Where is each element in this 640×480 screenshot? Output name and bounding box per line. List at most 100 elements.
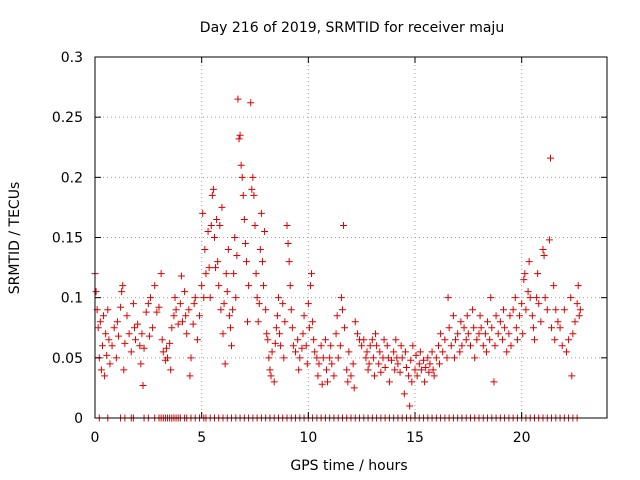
data-point: [187, 354, 195, 362]
data-point: [391, 366, 399, 374]
y-tick-label: 0.1: [61, 291, 83, 307]
data-point: [322, 366, 330, 374]
grid-lines: [95, 57, 607, 418]
data-point: [362, 354, 370, 362]
data-point: [556, 324, 564, 332]
data-point: [231, 234, 239, 241]
data-point: [366, 342, 374, 350]
data-point: [477, 324, 485, 332]
data-point: [503, 348, 511, 356]
data-point: [548, 324, 556, 332]
data-point: [519, 330, 527, 338]
data-point: [306, 282, 314, 290]
data-point: [428, 348, 436, 356]
data-point: [417, 366, 425, 374]
data-point: [345, 348, 353, 356]
data-point: [562, 348, 570, 356]
data-point: [204, 227, 212, 235]
data-point: [241, 240, 249, 248]
data-point: [244, 318, 252, 326]
x-tick-label: 15: [406, 430, 424, 446]
data-point: [303, 360, 311, 368]
data-point: [432, 354, 440, 362]
data-point: [281, 318, 289, 326]
data-point: [524, 288, 532, 296]
data-point: [358, 342, 366, 350]
data-point: [283, 221, 291, 229]
data-point: [270, 378, 278, 386]
data-point: [344, 378, 352, 386]
axis-ticks: 0 0.05 0.1 0.15 0.2 0.25 0.3 0 5 10 15 20: [52, 50, 607, 446]
data-point: [193, 336, 201, 344]
data-point: [363, 348, 371, 356]
data-point: [479, 342, 487, 350]
data-point: [120, 366, 128, 374]
data-point: [223, 288, 231, 296]
data-point: [219, 330, 227, 338]
data-point: [159, 348, 167, 356]
data-point: [375, 360, 383, 368]
data-point: [302, 342, 310, 350]
data-point: [372, 330, 380, 338]
data-point: [214, 258, 222, 266]
data-point: [341, 324, 349, 332]
data-point: [102, 330, 110, 338]
data-point: [209, 185, 217, 193]
data-point: [394, 360, 402, 368]
data-point: [218, 203, 226, 211]
data-point: [397, 342, 405, 350]
data-point: [314, 372, 322, 380]
data-point: [336, 342, 344, 350]
data-point: [471, 354, 479, 362]
data-point: [265, 354, 273, 362]
data-point: [272, 324, 280, 332]
data-point: [216, 221, 224, 229]
data-point: [340, 221, 348, 229]
data-point: [267, 372, 275, 380]
data-point: [289, 342, 297, 350]
data-point: [405, 372, 413, 380]
data-point: [546, 154, 554, 162]
data-point: [492, 312, 500, 320]
data-point: [558, 342, 566, 350]
data-point: [398, 354, 406, 362]
data-point: [313, 354, 321, 362]
data-point: [463, 312, 471, 320]
data-point: [158, 336, 166, 344]
data-point: [234, 95, 242, 103]
data-point: [296, 354, 304, 362]
data-point: [242, 258, 250, 266]
data-point: [528, 312, 536, 320]
data-point: [178, 318, 186, 326]
data-point: [343, 366, 351, 374]
data-point: [424, 354, 432, 362]
data-point: [310, 336, 318, 344]
data-point: [522, 306, 530, 314]
data-point: [385, 378, 393, 386]
data-point: [104, 306, 112, 314]
data-point: [249, 173, 257, 181]
data-point: [486, 336, 494, 344]
data-point: [118, 288, 126, 296]
data-point: [205, 264, 213, 272]
data-point: [140, 344, 148, 352]
data-point: [347, 372, 355, 380]
data-point: [237, 161, 245, 169]
data-point: [208, 191, 216, 199]
data-point: [456, 348, 464, 356]
y-tick-label: 0.15: [52, 231, 83, 247]
data-point: [132, 336, 140, 344]
data-point: [327, 342, 335, 350]
data-point: [534, 270, 542, 278]
data-point: [365, 360, 373, 368]
data-point: [238, 173, 246, 181]
data-point: [274, 294, 282, 302]
data-point: [575, 312, 583, 320]
data-point: [317, 342, 325, 350]
data-point: [429, 366, 437, 374]
data-point: [390, 348, 398, 356]
data-point: [250, 191, 258, 199]
x-tick-label: 0: [91, 430, 100, 446]
data-point: [373, 342, 381, 350]
data-point: [416, 348, 424, 356]
